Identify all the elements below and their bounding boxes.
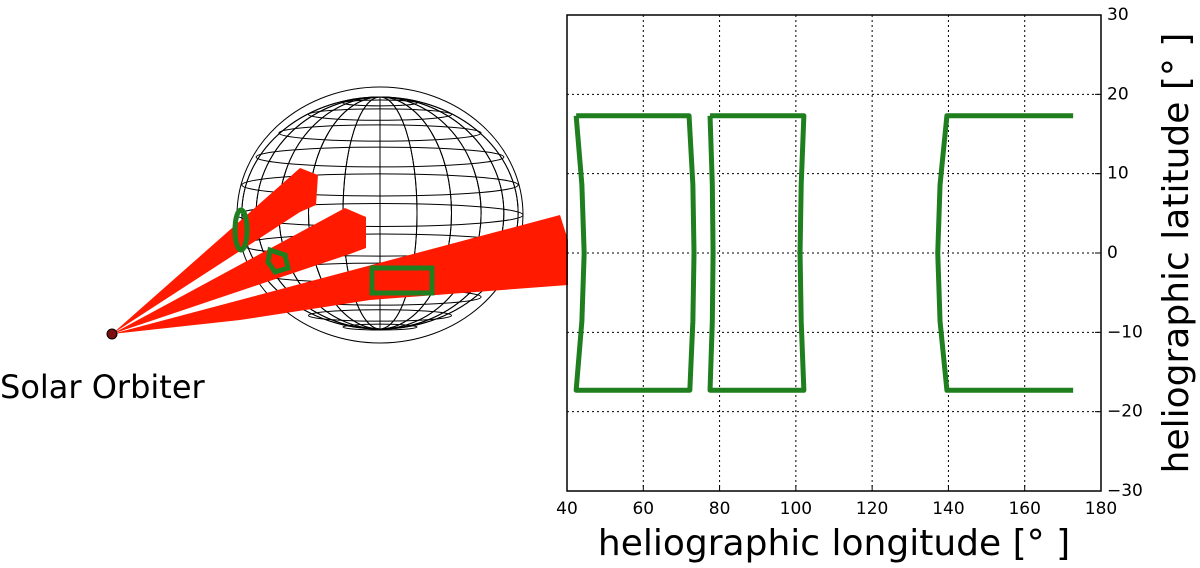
x-tick-label: 160: [1008, 499, 1040, 519]
fov-cones: [112, 168, 568, 334]
y-tick-label: 20: [1107, 84, 1129, 104]
spacecraft: [106, 328, 118, 340]
y-tick-label: 30: [1107, 5, 1129, 25]
y-tick-label: −20: [1107, 402, 1143, 422]
footprint: [232, 207, 250, 253]
cone: [112, 215, 568, 334]
annotation: Solar Orbiter: [0, 368, 206, 406]
x-tick-label: 140: [932, 499, 964, 519]
x-tick-label: 120: [856, 499, 888, 519]
footprint-outline: [573, 113, 697, 393]
y-tick-label: −10: [1107, 322, 1143, 342]
parallel: [342, 99, 418, 107]
plot: 40 60 80 100 120 140 160 180−30 −20 −10 0 10 20 30: [556, 5, 1143, 519]
parallel: [308, 309, 452, 322]
x-tick-label: 80: [709, 499, 731, 519]
footprint: [265, 246, 291, 275]
footprint-outline: [707, 113, 807, 393]
cone: [112, 168, 318, 334]
parallel: [342, 323, 418, 331]
x-axis-label: heliographic longitude [° ]: [598, 523, 1070, 564]
x-tick-label: 40: [556, 499, 578, 519]
y-tick-label: 0: [1107, 243, 1118, 263]
y-tick-label: −30: [1107, 481, 1143, 501]
y-tick-label: 10: [1107, 164, 1129, 184]
parallel: [308, 108, 452, 121]
x-tick-label: 100: [780, 499, 812, 519]
footprint-outline: [935, 113, 1074, 393]
parallel: [241, 173, 519, 197]
x-tick-label: 60: [632, 499, 654, 519]
cone: [112, 208, 366, 334]
y-axis-label: heliographic latitude [° ]: [1156, 33, 1197, 474]
plot-frame: [566, 14, 1102, 492]
projected-footprints: [232, 207, 435, 296]
parallel: [255, 146, 505, 168]
parallel: [278, 124, 482, 142]
footprint: [369, 265, 435, 296]
x-tick-label: 180: [1085, 499, 1117, 519]
